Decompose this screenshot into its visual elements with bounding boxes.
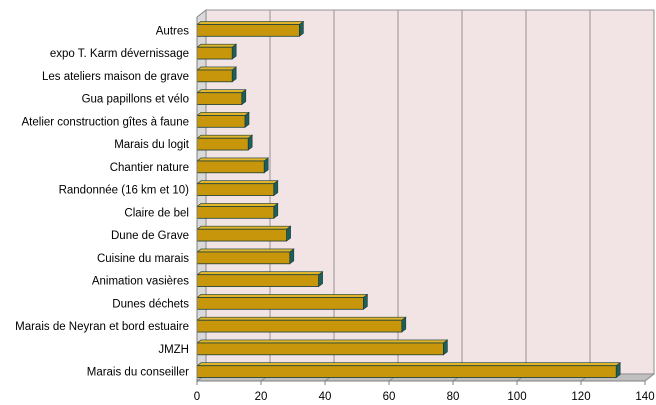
bar-end bbox=[231, 43, 237, 60]
bar-end bbox=[263, 157, 269, 174]
category-label: Autres bbox=[156, 25, 189, 37]
bar-end bbox=[299, 20, 304, 37]
bar-top bbox=[196, 21, 305, 25]
bar bbox=[196, 365, 617, 378]
bar-end bbox=[231, 66, 237, 83]
x-tick-label: 120 bbox=[571, 391, 590, 403]
category-label: Chantier nature bbox=[110, 162, 189, 174]
category-label: Cuisine du marais bbox=[97, 253, 189, 265]
bar-end bbox=[247, 134, 253, 151]
floor-gridline bbox=[644, 373, 655, 382]
bar-end bbox=[273, 180, 279, 197]
category-label: Claire de bel bbox=[124, 207, 189, 219]
bar bbox=[196, 206, 275, 219]
bar bbox=[196, 92, 243, 105]
category-labels: Autres expo T. Karm dévernissage Les ateli… bbox=[15, 25, 190, 378]
bar bbox=[196, 183, 275, 196]
bar-top bbox=[196, 180, 279, 185]
bar-top bbox=[196, 248, 295, 253]
bar bbox=[196, 46, 233, 60]
bar-end bbox=[273, 202, 279, 219]
bar-end bbox=[443, 339, 448, 356]
bar bbox=[196, 69, 233, 83]
bar-top bbox=[196, 362, 622, 367]
bar-end bbox=[244, 111, 250, 128]
bar-top bbox=[196, 316, 407, 321]
bar-top bbox=[196, 157, 270, 162]
x-tick-label: 80 bbox=[447, 391, 460, 403]
bar bbox=[196, 115, 246, 128]
bar bbox=[196, 319, 403, 333]
axes bbox=[196, 17, 646, 385]
plot-back-wall bbox=[205, 9, 655, 375]
bar-top bbox=[196, 89, 247, 94]
x-tick-label: 20 bbox=[255, 391, 268, 403]
category-label: Dune de Grave bbox=[111, 230, 189, 242]
bar-top bbox=[196, 339, 449, 344]
bar bbox=[196, 251, 291, 265]
category-label: expo T. Karm dévernissage bbox=[50, 48, 189, 60]
bar bbox=[196, 274, 319, 287]
bar bbox=[196, 24, 300, 37]
bar-top bbox=[196, 66, 238, 71]
category-label: Gua papillons et vélo bbox=[82, 94, 189, 106]
bar-end bbox=[241, 89, 247, 106]
bar bbox=[196, 297, 364, 310]
x-tick-label: 140 bbox=[635, 391, 654, 403]
category-label: Atelier construction gîtes à faune bbox=[22, 116, 190, 128]
bar-end bbox=[363, 293, 368, 310]
category-label: Les ateliers maison de grave bbox=[42, 71, 189, 83]
category-label: Marais du conseiller bbox=[87, 367, 189, 379]
bar-end bbox=[615, 362, 621, 379]
category-label: Randonnée (16 km et 10) bbox=[59, 185, 190, 197]
bar-end bbox=[289, 248, 295, 265]
bar bbox=[196, 342, 444, 356]
category-label: JMZH bbox=[158, 344, 189, 356]
bar-end bbox=[401, 316, 407, 333]
x-tick-label: 0 bbox=[194, 391, 200, 403]
bars bbox=[196, 20, 622, 379]
category-label: Marais du logit bbox=[114, 139, 190, 151]
x-tick-label: 40 bbox=[319, 391, 332, 403]
x-tick-label: 100 bbox=[507, 391, 526, 403]
bar-top bbox=[196, 225, 292, 230]
bar bbox=[196, 228, 287, 242]
bar-top bbox=[196, 134, 254, 139]
category-label: Dunes déchets bbox=[112, 298, 189, 310]
bar-top bbox=[196, 112, 250, 116]
x-tick-labels: 0 20 40 60 80 100 120 140 bbox=[194, 391, 655, 403]
bar-end bbox=[318, 271, 323, 288]
bar-top bbox=[196, 294, 369, 298]
category-label: Marais de Neyran et bord estuaire bbox=[15, 321, 189, 333]
bar-top bbox=[196, 43, 238, 48]
x-tick-label: 60 bbox=[383, 391, 396, 403]
bar bbox=[196, 137, 249, 151]
bar bbox=[196, 160, 265, 174]
bar-end bbox=[286, 225, 291, 242]
category-label: Animation vasières bbox=[92, 276, 189, 288]
bar-top bbox=[196, 271, 324, 276]
bar-top bbox=[196, 203, 279, 207]
